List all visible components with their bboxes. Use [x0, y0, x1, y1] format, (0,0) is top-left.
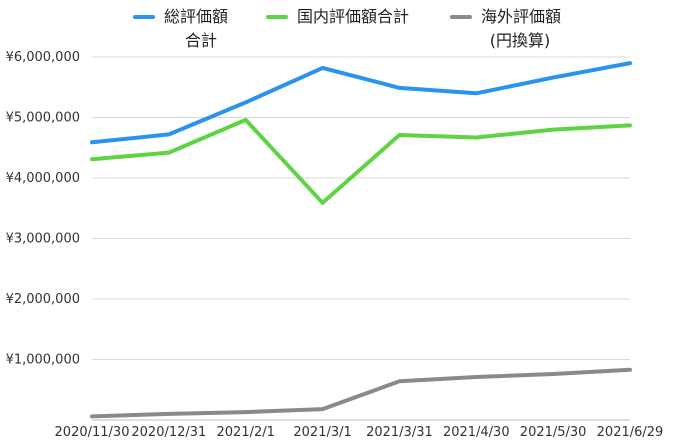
legend-label: (円換算) [490, 31, 551, 50]
legend-label: 海外評価額 [481, 7, 561, 26]
y-tick-label: ¥2,000,000 [6, 292, 80, 307]
series-lines [90, 61, 632, 419]
y-tick-label: ¥1,000,000 [6, 353, 80, 368]
x-tick-label: 2021/4/30 [443, 425, 510, 440]
y-tick-label: ¥4,000,000 [6, 171, 80, 186]
legend-label: 国内評価額合計 [297, 7, 409, 26]
x-tick-label: 2020/11/30 [55, 425, 130, 440]
y-tick-label: ¥5,000,000 [6, 111, 80, 126]
x-tick-label: 2021/3/1 [293, 425, 351, 440]
grid-lines [92, 56, 630, 421]
legend-label: 合計 [185, 31, 217, 50]
y-axis-ticks: ¥1,000,000 ¥2,000,000 ¥3,000,000 ¥4,000,000… [6, 50, 80, 368]
series-line [90, 61, 632, 145]
y-tick-label: ¥3,000,000 [6, 232, 80, 247]
x-tick-label: 2021/3/31 [366, 425, 433, 440]
series-line [90, 367, 632, 419]
x-axis-ticks: 2020/11/30 2020/12/31 2021/2/1 2021/3/1 2021… [55, 425, 664, 440]
x-tick-label: 2021/5/30 [520, 425, 587, 440]
y-tick-label: ¥6,000,000 [6, 50, 80, 65]
x-tick-label: 2021/6/29 [597, 425, 664, 440]
legend-label: 総評価額 [164, 7, 228, 26]
series-line [90, 117, 632, 205]
x-tick-label: 2020/12/31 [131, 425, 206, 440]
x-tick-label: 2021/2/1 [217, 425, 275, 440]
